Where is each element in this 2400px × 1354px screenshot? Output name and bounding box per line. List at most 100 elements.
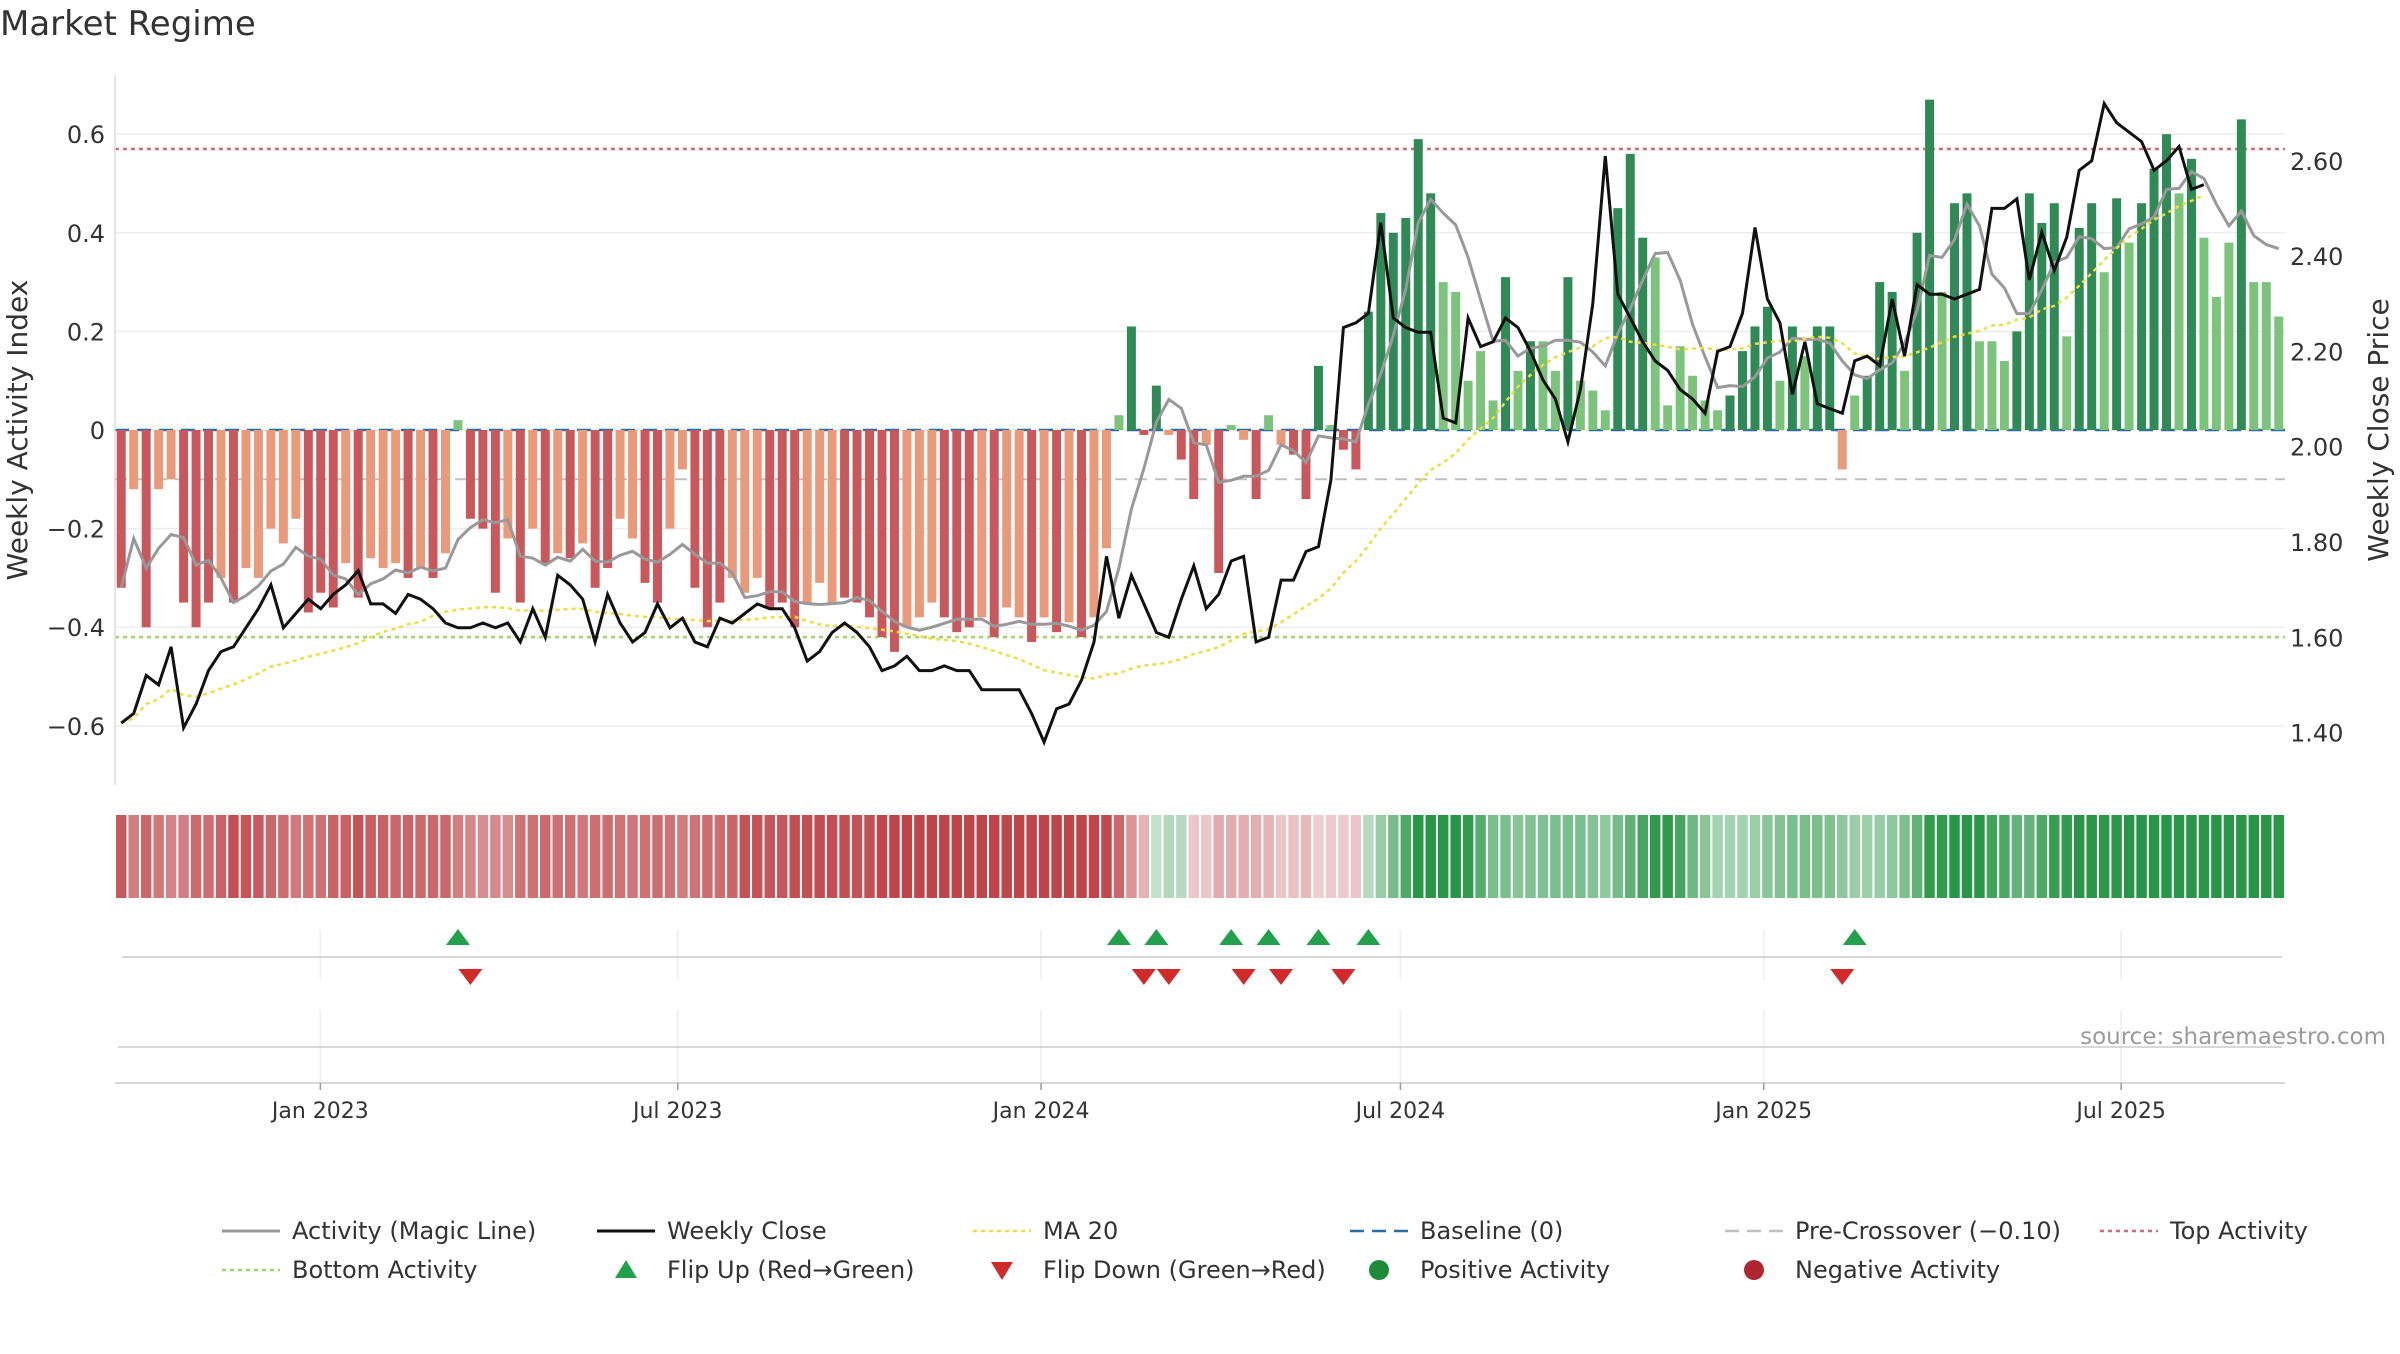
activity-bar: [752, 430, 762, 578]
activity-bar: [665, 430, 675, 529]
activity-bar: [628, 430, 638, 539]
x-tick-label: Jan 2025: [1713, 1099, 1812, 1124]
activity-bar: [852, 430, 862, 603]
activity-bar: [1937, 291, 1947, 430]
regime-cell: [814, 815, 825, 898]
activity-bar: [1713, 410, 1723, 430]
regime-cell: [278, 815, 289, 898]
activity-bar: [1351, 430, 1361, 470]
regime-cell: [1001, 815, 1012, 898]
flip-up-marker: [1306, 929, 1331, 945]
regime-cell: [1911, 815, 1923, 898]
activity-bar: [2174, 193, 2184, 430]
regime-cell: [914, 815, 925, 898]
activity-bar: [2236, 119, 2246, 430]
activity-bar: [1114, 415, 1124, 430]
regime-cell: [1537, 815, 1549, 898]
flip-up-marker: [1842, 929, 1867, 945]
activity-bar: [1725, 395, 1735, 430]
regime-cell: [2236, 815, 2247, 898]
regime-cell: [1637, 815, 1648, 898]
activity-bar: [2186, 158, 2196, 430]
regime-cell: [1225, 815, 1237, 898]
regime-cell: [140, 815, 152, 898]
activity-bar: [1775, 380, 1785, 430]
axes-layer: 0.6 0.4 0.2 0 −0.2 −0.4 −0.6 2.60 2.40 2.20 2.00 1.…: [1, 75, 2395, 785]
regime-cell: [2161, 815, 2172, 898]
regime-cell: [964, 815, 975, 898]
activity-bar: [154, 430, 164, 490]
regime-cell: [502, 815, 514, 898]
activity-bar: [2211, 296, 2221, 430]
activity-bar: [1401, 217, 1411, 430]
regime-cell: [128, 815, 139, 898]
activity-bar: [1837, 430, 1847, 470]
regime-cell: [577, 815, 588, 898]
regime-cell: [1250, 815, 1262, 898]
activity-bar: [553, 430, 563, 554]
regime-cell: [1188, 815, 1199, 898]
regime-cell: [1363, 815, 1374, 898]
regime-cell: [215, 815, 227, 898]
regime-cell: [1088, 815, 1100, 898]
flip-up-marker: [1106, 929, 1131, 945]
activity-bar: [1663, 405, 1673, 430]
regime-cell: [789, 815, 800, 898]
regime-cell: [826, 815, 838, 898]
regime-cell: [951, 815, 963, 898]
activity-bar: [590, 430, 600, 588]
regime-cell: [390, 815, 401, 898]
activity-bar: [2199, 237, 2209, 430]
activity-bar: [528, 430, 538, 529]
regime-cell: [664, 815, 676, 898]
regime-cell: [889, 815, 900, 898]
activity-bar: [952, 430, 962, 633]
activity-bar: [291, 430, 301, 519]
regime-cell: [1612, 815, 1624, 898]
regime-cell: [190, 815, 202, 898]
activity-bar: [1264, 415, 1274, 430]
regime-cell: [1450, 815, 1461, 898]
activity-bar: [1850, 395, 1860, 430]
regime-cell: [365, 815, 376, 898]
regime-cell: [1151, 815, 1162, 898]
activity-bar: [1638, 237, 1648, 430]
regime-cell: [776, 815, 788, 898]
regime-cell: [2036, 815, 2048, 898]
regime-cell: [1886, 815, 1898, 898]
activity-bar: [1912, 232, 1922, 430]
regime-cell: [1687, 815, 1698, 898]
regime-cell: [652, 815, 663, 898]
activity-bar: [391, 430, 401, 564]
activity-bar: [777, 430, 787, 603]
legend-label: Flip Down (Green→Red): [1043, 1256, 1326, 1284]
activity-bar: [1862, 375, 1872, 430]
regime-cell: [2011, 815, 2023, 898]
activity-bar: [1600, 410, 1610, 430]
activity-bar: [2224, 242, 2234, 430]
activity-bar: [191, 430, 201, 628]
activity-bar: [1426, 193, 1436, 430]
activity-bar: [1139, 430, 1149, 435]
y-tick-right: 2.60: [2290, 148, 2343, 176]
regime-cell: [2061, 815, 2072, 898]
regime-cell: [1288, 815, 1299, 898]
regime-cell: [1013, 815, 1025, 898]
activity-bar: [1688, 375, 1698, 430]
regime-cell: [752, 815, 763, 898]
regime-cell: [1662, 815, 1673, 898]
flip-down-marker: [458, 969, 483, 985]
regime-cell: [352, 815, 364, 898]
flip-down-marker: [1830, 969, 1855, 985]
activity-bar: [865, 430, 875, 618]
y-tick-left: −0.6: [47, 713, 105, 741]
regime-cell: [427, 815, 439, 898]
regime-cell: [340, 815, 351, 898]
regime-cell: [1600, 815, 1611, 898]
activity-bar: [116, 430, 126, 588]
regime-cell: [1063, 815, 1075, 898]
regime-cell: [1712, 815, 1723, 898]
regime-cell: [328, 815, 339, 898]
activity-bar: [1812, 326, 1822, 430]
